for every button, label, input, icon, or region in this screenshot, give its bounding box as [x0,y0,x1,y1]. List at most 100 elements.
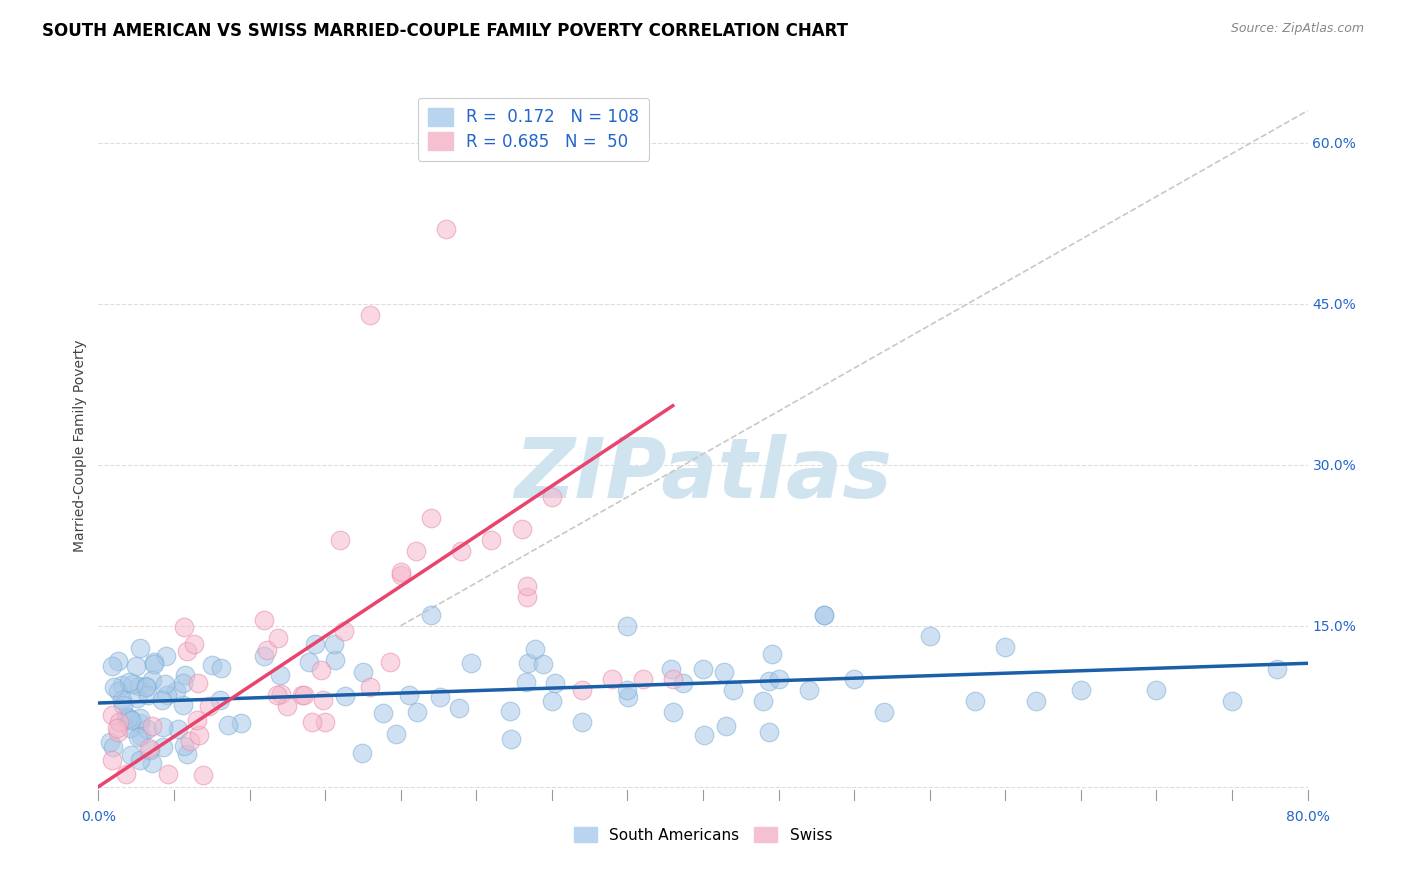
Point [406,705,429,719]
Text: ZIPatlas: ZIPatlas [515,434,891,515]
Point [103,680,125,694]
Point [1146,683,1168,698]
Point [333,689,356,703]
Point [352,665,374,680]
Point [253,649,276,664]
Point [918,630,941,644]
Point [112,698,135,712]
Point [143,655,166,669]
Point [298,655,321,669]
Point [176,644,198,658]
Point [325,653,347,667]
Point [107,654,129,668]
Point [714,719,737,733]
Point [217,717,239,731]
Point [173,620,195,634]
Point [157,766,180,780]
Point [136,688,159,702]
Point [98,735,121,749]
Point [813,607,835,622]
Text: 0.0%: 0.0% [82,810,115,824]
Point [101,754,124,768]
Point [118,711,141,725]
Point [187,727,209,741]
Point [128,679,150,693]
Point [165,684,187,698]
Point [138,740,160,755]
Point [301,714,323,729]
Point [176,747,198,761]
Point [659,662,682,676]
Point [139,743,162,757]
Point [201,658,224,673]
Point [389,565,412,579]
Point [378,655,401,669]
Point [115,712,138,726]
Point [329,533,352,547]
Text: Source: ZipAtlas.com: Source: ZipAtlas.com [1230,22,1364,36]
Point [616,683,638,698]
Point [360,308,382,322]
Point [1267,662,1289,676]
Point [460,657,482,671]
Point [398,688,420,702]
Point [661,673,683,687]
Point [359,680,381,694]
Point [758,724,780,739]
Point [291,688,314,702]
Point [515,675,537,690]
Point [752,694,775,708]
Point [129,730,152,744]
Point [617,690,640,704]
Point [179,734,201,748]
Point [155,648,177,663]
Point [352,746,374,760]
Point [101,659,124,673]
Point [105,721,128,735]
Text: 80.0%: 80.0% [1285,810,1330,824]
Point [405,543,427,558]
Point [183,637,205,651]
Point [266,688,288,702]
Point [723,683,745,698]
Point [499,704,522,718]
Point [322,637,344,651]
Point [127,730,149,744]
Point [873,705,896,719]
Point [269,668,291,682]
Point [172,676,194,690]
Point [510,522,533,536]
Point [602,673,624,687]
Point [103,740,125,755]
Point [174,668,197,682]
Point [125,690,148,705]
Point [128,711,150,725]
Point [172,698,194,712]
Point [571,715,593,730]
Point [516,579,538,593]
Point [314,715,336,730]
Point [120,713,142,727]
Point [797,683,820,698]
Point [311,693,333,707]
Point [101,708,124,723]
Point [267,632,290,646]
Point [1070,683,1092,698]
Point [122,676,145,690]
Point [965,694,987,708]
Point [115,766,138,780]
Point [450,543,472,558]
Point [110,678,132,692]
Point [111,693,134,707]
Point [173,739,195,754]
Point [429,690,451,704]
Point [531,657,554,672]
Point [1024,694,1046,708]
Point [136,723,159,737]
Point [142,657,165,672]
Point [135,679,157,693]
Point [270,686,292,700]
Y-axis label: Married-Couple Family Poverty: Married-Couple Family Poverty [73,340,87,552]
Point [523,641,546,656]
Point [434,221,457,235]
